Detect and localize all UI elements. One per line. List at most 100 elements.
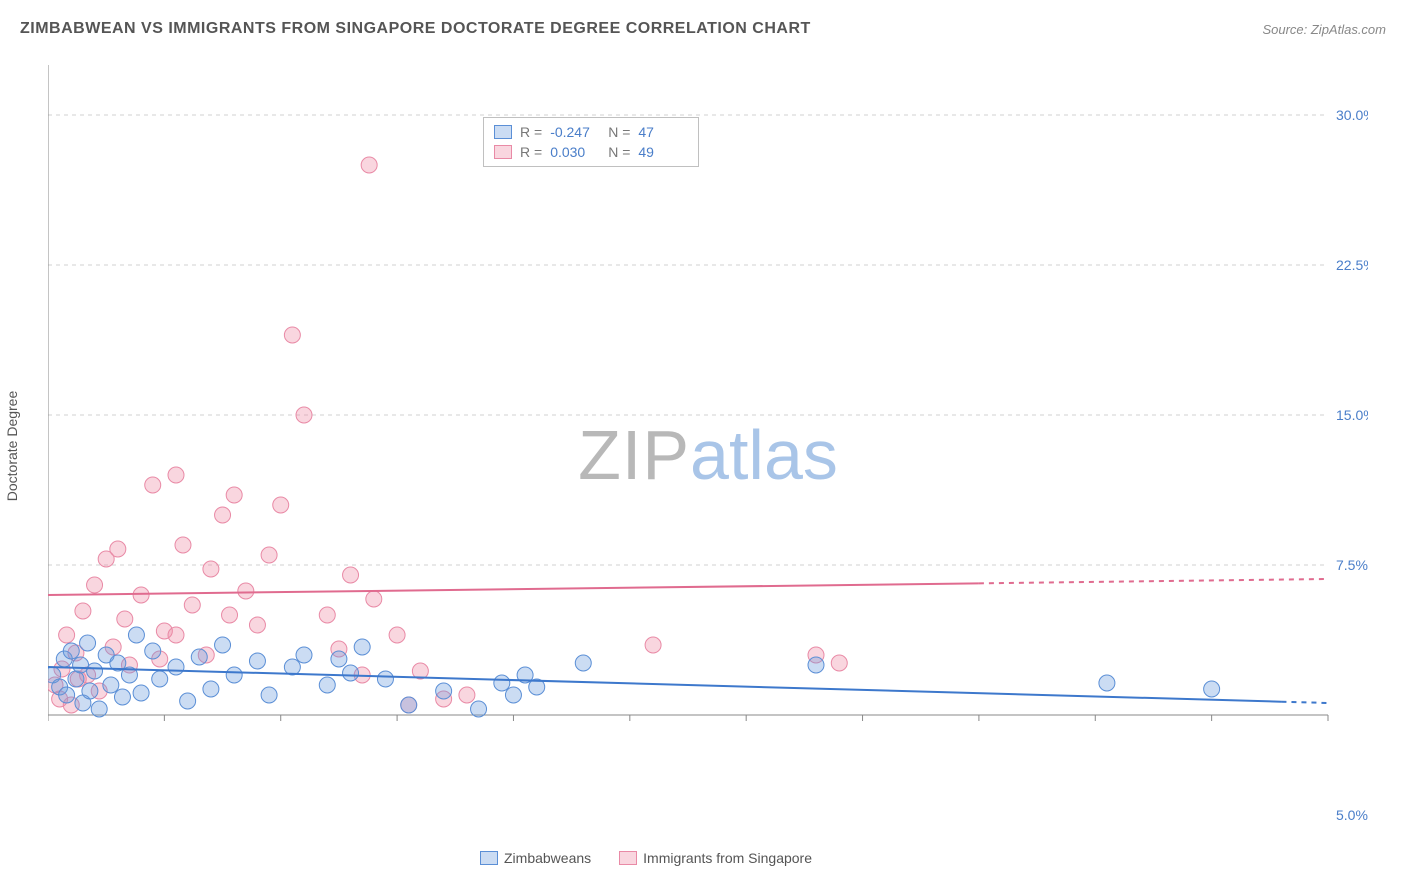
- scatter-point-zimbabweans: [63, 643, 79, 659]
- legend-swatch: [494, 125, 512, 139]
- scatter-point-singapore: [459, 687, 475, 703]
- bottom-legend: Zimbabweans Immigrants from Singapore: [480, 850, 812, 866]
- trend-line-zimbabweans: [48, 667, 1281, 702]
- scatter-point-singapore: [319, 607, 335, 623]
- y-tick-label: 15.0%: [1336, 407, 1368, 423]
- scatter-point-zimbabweans: [87, 663, 103, 679]
- scatter-point-zimbabweans: [401, 697, 417, 713]
- scatter-point-singapore: [273, 497, 289, 513]
- scatter-point-zimbabweans: [331, 651, 347, 667]
- scatter-point-singapore: [284, 327, 300, 343]
- stats-row: R = 0.030 N = 49: [494, 142, 688, 162]
- scatter-point-singapore: [203, 561, 219, 577]
- n-value: 49: [638, 144, 688, 160]
- scatter-point-zimbabweans: [249, 653, 265, 669]
- scatter-point-zimbabweans: [128, 627, 144, 643]
- scatter-point-zimbabweans: [284, 659, 300, 675]
- scatter-point-zimbabweans: [133, 685, 149, 701]
- scatter-point-zimbabweans: [91, 701, 107, 717]
- scatter-point-zimbabweans: [80, 635, 96, 651]
- scatter-point-singapore: [184, 597, 200, 613]
- correlation-stats-box: R = -0.247 N = 47 R = 0.030 N = 49: [483, 117, 699, 167]
- scatter-point-singapore: [249, 617, 265, 633]
- scatter-point-zimbabweans: [494, 675, 510, 691]
- scatter-point-zimbabweans: [1099, 675, 1115, 691]
- scatter-point-zimbabweans: [261, 687, 277, 703]
- scatter-point-zimbabweans: [575, 655, 591, 671]
- scatter-point-zimbabweans: [215, 637, 231, 653]
- legend-item: Immigrants from Singapore: [619, 850, 812, 866]
- r-value: -0.247: [550, 124, 600, 140]
- stats-row: R = -0.247 N = 47: [494, 122, 688, 142]
- scatter-point-zimbabweans: [103, 677, 119, 693]
- scatter-point-zimbabweans: [1204, 681, 1220, 697]
- scatter-point-singapore: [366, 591, 382, 607]
- scatter-point-zimbabweans: [180, 693, 196, 709]
- source-attribution: Source: ZipAtlas.com: [1262, 22, 1386, 37]
- scatter-point-zimbabweans: [296, 647, 312, 663]
- scatter-point-zimbabweans: [191, 649, 207, 665]
- scatter-point-zimbabweans: [82, 683, 98, 699]
- scatter-point-zimbabweans: [377, 671, 393, 687]
- scatter-point-singapore: [343, 567, 359, 583]
- legend-swatch: [480, 851, 498, 865]
- scatter-point-singapore: [361, 157, 377, 173]
- scatter-point-singapore: [831, 655, 847, 671]
- scatter-point-zimbabweans: [168, 659, 184, 675]
- scatter-point-zimbabweans: [343, 665, 359, 681]
- legend-label: Immigrants from Singapore: [643, 850, 812, 866]
- trend-line-dashed-zimbabweans: [1281, 702, 1328, 703]
- y-axis-label: Doctorate Degree: [4, 391, 20, 502]
- scatter-point-singapore: [59, 627, 75, 643]
- scatter-point-zimbabweans: [471, 701, 487, 717]
- legend-label: Zimbabweans: [504, 850, 591, 866]
- scatter-point-singapore: [87, 577, 103, 593]
- trend-line-dashed-singapore: [979, 579, 1328, 583]
- chart-title: ZIMBABWEAN VS IMMIGRANTS FROM SINGAPORE …: [20, 20, 811, 38]
- scatter-point-singapore: [133, 587, 149, 603]
- n-label: N =: [608, 124, 630, 140]
- y-tick-label: 5.0%: [1336, 807, 1368, 823]
- scatter-point-singapore: [168, 467, 184, 483]
- legend-item: Zimbabweans: [480, 850, 591, 866]
- scatter-point-zimbabweans: [145, 643, 161, 659]
- scatter-point-singapore: [110, 541, 126, 557]
- chart-header: ZIMBABWEAN VS IMMIGRANTS FROM SINGAPORE …: [20, 20, 1386, 38]
- scatter-point-zimbabweans: [808, 657, 824, 673]
- scatter-point-singapore: [215, 507, 231, 523]
- scatter-point-zimbabweans: [203, 681, 219, 697]
- scatter-point-singapore: [389, 627, 405, 643]
- r-value: 0.030: [550, 144, 600, 160]
- scatter-point-singapore: [175, 537, 191, 553]
- scatter-point-singapore: [145, 477, 161, 493]
- scatter-point-zimbabweans: [354, 639, 370, 655]
- scatter-point-zimbabweans: [319, 677, 335, 693]
- scatter-point-singapore: [222, 607, 238, 623]
- chart-svg: 30.0%22.5%15.0%7.5%5.0%0.0%: [48, 55, 1368, 855]
- scatter-point-zimbabweans: [152, 671, 168, 687]
- scatter-point-zimbabweans: [505, 687, 521, 703]
- scatter-point-singapore: [261, 547, 277, 563]
- scatter-point-singapore: [645, 637, 661, 653]
- y-tick-label: 30.0%: [1336, 107, 1368, 123]
- scatter-point-zimbabweans: [436, 683, 452, 699]
- scatter-chart: 30.0%22.5%15.0%7.5%5.0%0.0% ZIPatlas R =…: [48, 55, 1368, 855]
- r-label: R =: [520, 124, 542, 140]
- scatter-point-singapore: [296, 407, 312, 423]
- legend-swatch: [619, 851, 637, 865]
- n-value: 47: [638, 124, 688, 140]
- trend-line-singapore: [48, 583, 979, 595]
- scatter-point-zimbabweans: [59, 687, 75, 703]
- scatter-point-singapore: [117, 611, 133, 627]
- scatter-point-singapore: [75, 603, 91, 619]
- scatter-point-zimbabweans: [226, 667, 242, 683]
- r-label: R =: [520, 144, 542, 160]
- scatter-point-singapore: [168, 627, 184, 643]
- n-label: N =: [608, 144, 630, 160]
- y-tick-label: 22.5%: [1336, 257, 1368, 273]
- legend-swatch: [494, 145, 512, 159]
- y-tick-label: 7.5%: [1336, 557, 1368, 573]
- scatter-point-singapore: [238, 583, 254, 599]
- scatter-point-singapore: [226, 487, 242, 503]
- scatter-point-zimbabweans: [114, 689, 130, 705]
